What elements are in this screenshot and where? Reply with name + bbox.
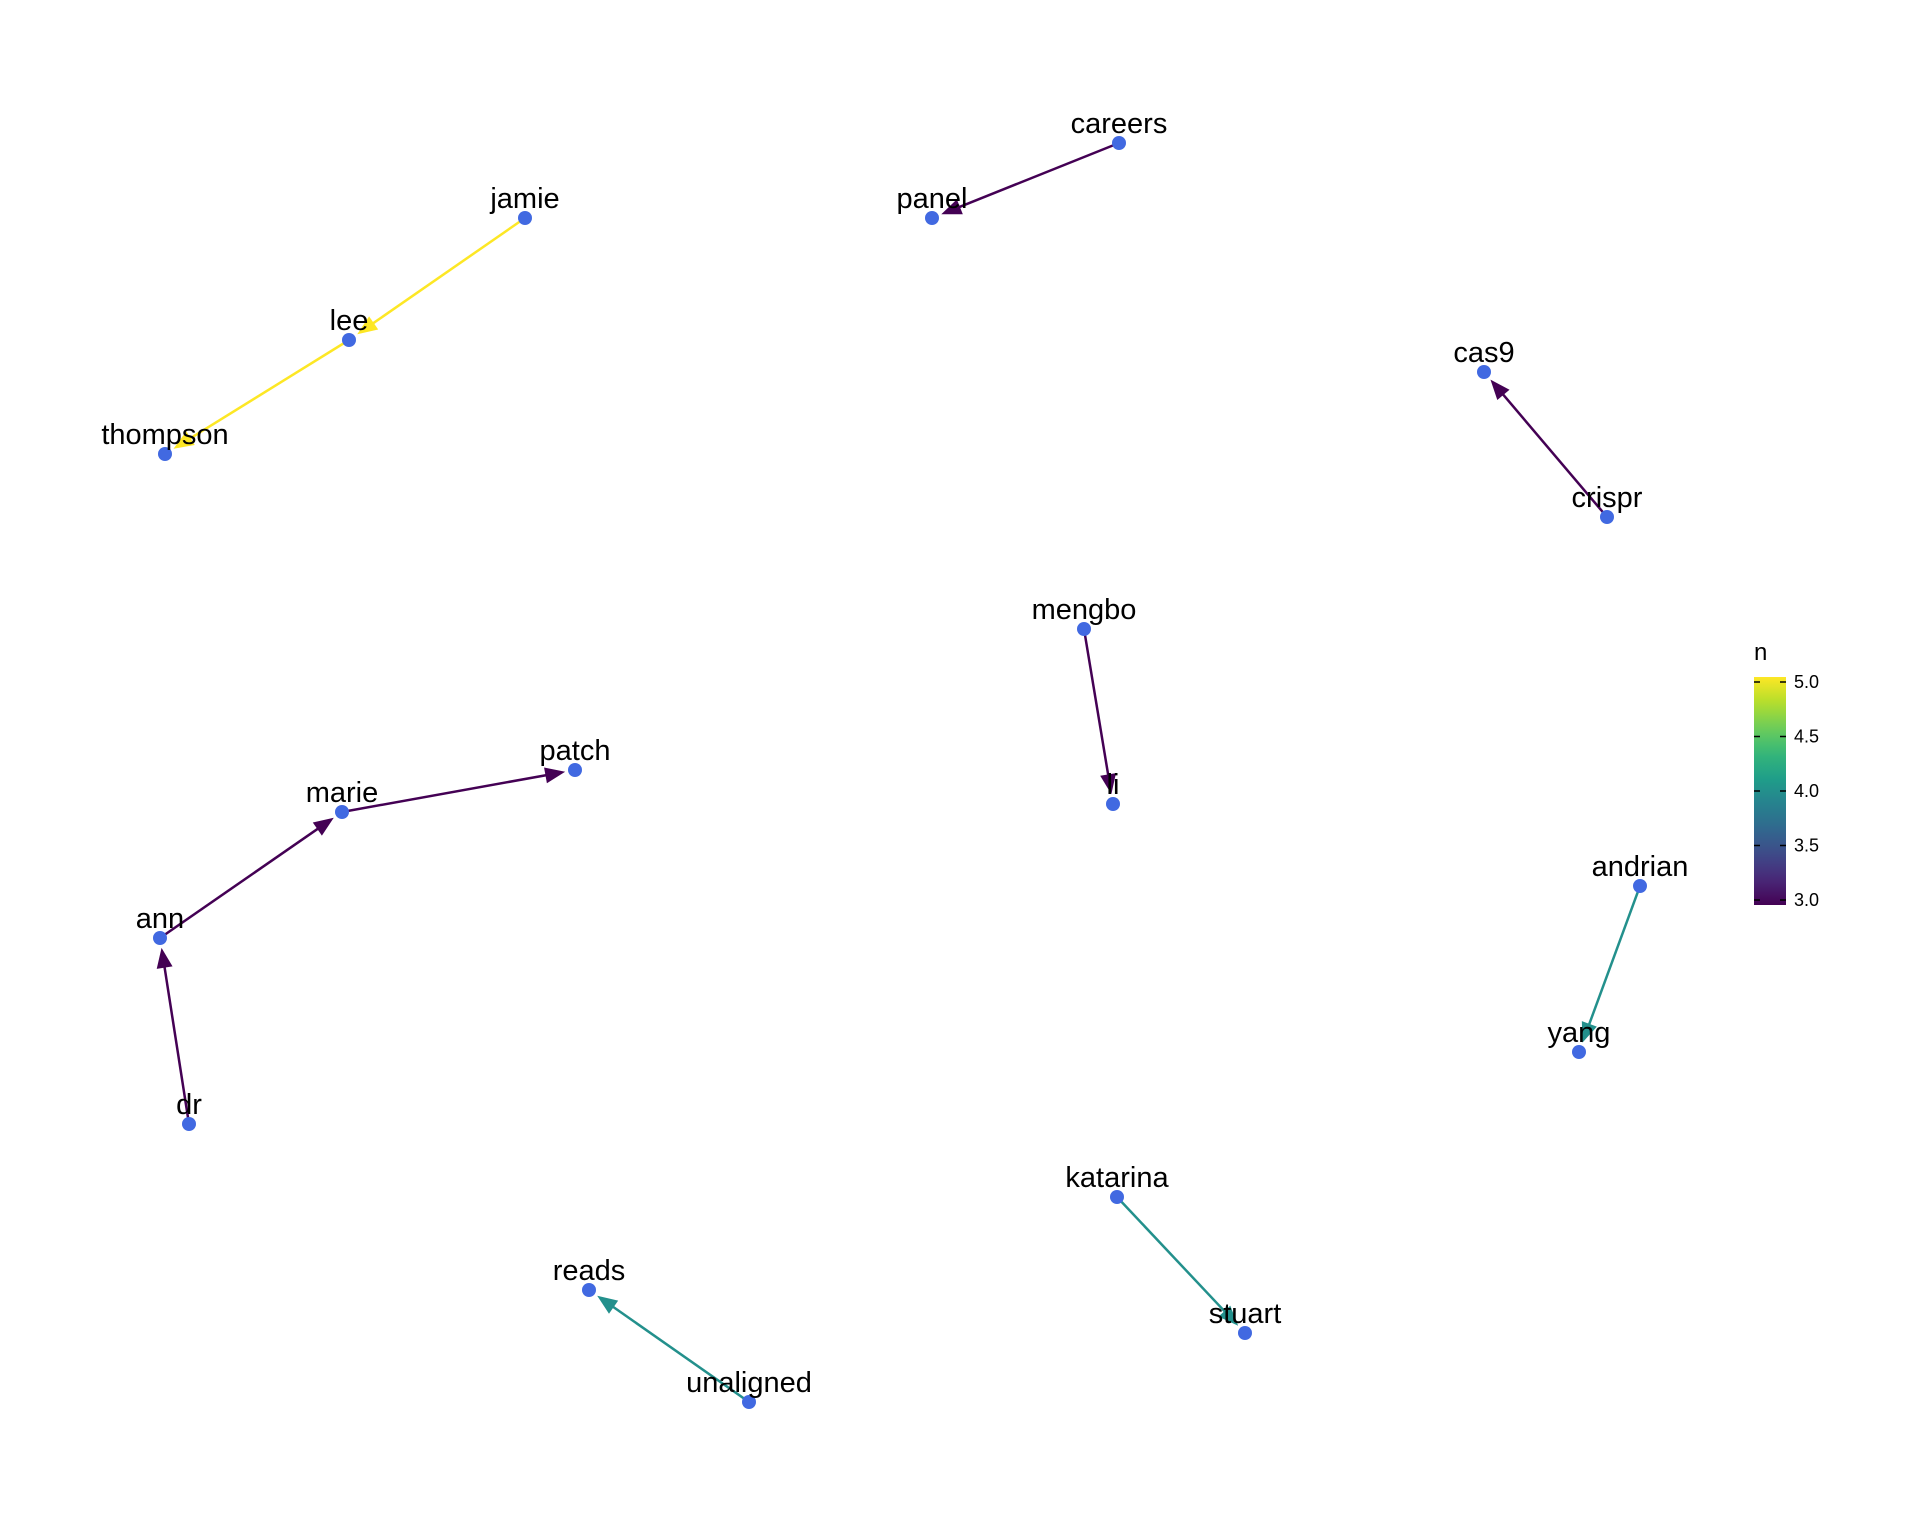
node-andrian [1633,879,1647,893]
node-katarina [1110,1190,1124,1204]
edge-arrowhead [1581,1021,1597,1043]
edge-unaligned-reads [597,1295,750,1404]
edge-andrian-yang [1581,885,1642,1043]
edge-marie-patch [341,767,566,814]
edge-line [1082,628,1110,779]
node-label-careers: careers [1071,108,1168,140]
node-li [1106,797,1120,811]
node-label-mengbo: mengbo [1032,594,1137,626]
edge-careers-panel [941,141,1120,215]
edge-line [1586,885,1642,1029]
edge-dr-ann [156,947,191,1125]
edge-arrowhead [156,947,173,969]
edge-line [609,1303,750,1404]
legend-tick-label: 4.0 [1794,781,1819,801]
legend-tick: 4.0 [1754,781,1819,801]
node-mengbo [1077,622,1091,636]
edge-line [955,141,1120,210]
node-jamie [518,211,532,225]
edge-crispr-cas9 [1490,379,1608,518]
edge-line [369,216,526,327]
edge-lee-thompson [173,338,350,449]
node-cas9 [1477,365,1491,379]
color-legend: n 3.0 3.5 4.0 4.5 5.0 [1754,639,1819,910]
edge-jamie-lee [357,216,526,335]
node-lee [342,333,356,347]
legend-tick-label: 3.5 [1794,836,1819,856]
edge-arrowhead [941,199,963,215]
legend-tick-label: 4.5 [1794,727,1819,747]
edge-arrowhead [357,316,379,335]
labels-layer: jamie lee thompson careers panel cas9 crispr me… [101,108,1688,1399]
node-label-yang: yang [1548,1017,1611,1049]
legend-tick: 3.0 [1754,890,1819,910]
edge-line [341,773,550,814]
legend-tick: 3.5 [1754,836,1819,856]
node-label-katarina: katarina [1065,1162,1169,1194]
edge-arrowhead [173,431,195,449]
node-label-cas9: cas9 [1453,337,1514,369]
node-marie [335,805,349,819]
node-yang [1572,1045,1586,1059]
node-thompson [158,447,172,461]
edge-mengbo-li [1082,628,1116,795]
node-stuart [1238,1326,1252,1340]
edge-arrowhead [312,817,334,836]
edge-ann-marie [159,817,334,940]
edge-arrowhead [1218,1305,1239,1326]
node-panel [925,211,939,225]
node-patch [568,763,582,777]
legend-tick-label: 5.0 [1794,672,1819,692]
legend-title: n [1754,639,1767,666]
node-label-reads: reads [553,1255,626,1287]
node-label-unaligned: unaligned [686,1367,812,1399]
node-label-panel: panel [897,183,968,215]
node-label-crispr: crispr [1572,482,1643,514]
node-dr [182,1117,196,1131]
node-crispr [1600,510,1614,524]
node-careers [1112,136,1126,150]
node-unaligned [742,1395,756,1409]
edge-line [159,825,322,940]
edge-line [186,338,350,442]
legend-tick: 5.0 [1754,672,1819,692]
node-label-patch: patch [540,735,611,767]
node-label-lee: lee [330,305,369,337]
edge-arrowhead [1100,773,1116,795]
node-reads [582,1283,596,1297]
node-label-andrian: andrian [1592,851,1689,883]
legend-tick-label: 3.0 [1794,890,1819,910]
edge-arrowhead [1490,379,1510,401]
edge-line [1116,1196,1229,1315]
node-label-jamie: jamie [489,183,559,215]
edge-line [1499,391,1608,518]
edge-katarina-stuart [1116,1196,1239,1326]
node-label-dr: dr [176,1089,202,1121]
node-ann [153,931,167,945]
edge-line [162,963,191,1125]
edge-arrowhead [544,767,566,784]
legend-ticks: 3.0 3.5 4.0 4.5 5.0 [1754,672,1819,910]
node-label-marie: marie [306,777,379,809]
edges-layer [156,141,1642,1404]
node-label-stuart: stuart [1209,1298,1282,1330]
node-label-thompson: thompson [101,419,228,451]
node-label-li: li [1107,769,1120,801]
node-label-ann: ann [136,903,184,935]
edge-arrowhead [597,1295,619,1314]
legend-tick: 4.5 [1754,727,1819,747]
nodes-layer [153,136,1647,1409]
